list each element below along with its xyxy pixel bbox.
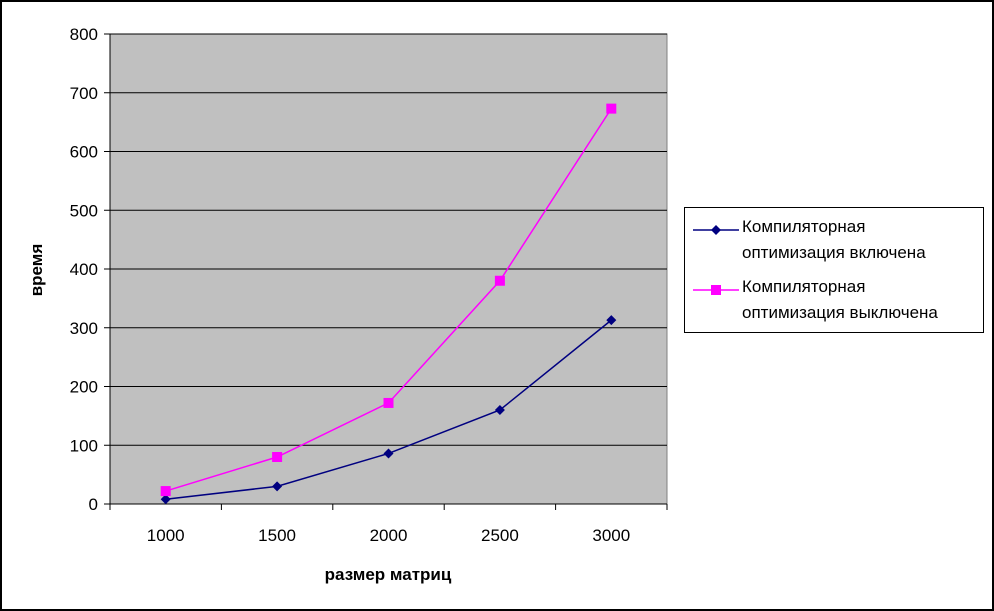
data-point-square [272,452,283,462]
y-tick-label: 300 [70,319,98,338]
data-point-square [383,397,394,408]
y-tick-label: 600 [70,143,98,162]
y-tick-label: 200 [70,378,98,397]
y-tick-label: 100 [70,436,98,455]
y-tick-label: 700 [70,84,98,103]
data-point-square [494,275,505,286]
legend-swatch-square-icon [693,285,739,295]
x-tick-label: 2000 [370,526,408,545]
legend-item-optimization-off: Компиляторная оптимизация выключена [685,274,983,328]
x-tick-label: 3000 [592,526,630,545]
legend-label-optimization-on: Компиляторная оптимизация включена [742,217,926,262]
y-tick-label: 400 [70,260,98,279]
legend-label-optimization-off: Компиляторная оптимизация выключена [742,277,938,322]
data-point-diamond [160,494,171,505]
data-point-diamond [272,481,283,492]
y-axis-title: время [27,244,46,297]
data-point-square [606,103,617,114]
y-tick-label: 0 [89,495,98,514]
legend-item-optimization-on: Компиляторная оптимизация включена [685,214,983,268]
x-tick-label: 2500 [481,526,519,545]
x-tick-label: 1000 [147,526,185,545]
x-axis-title: размер матриц [325,565,452,584]
legend-swatch-diamond-icon [693,225,739,235]
data-point-diamond [494,405,505,415]
data-point-diamond [383,448,394,459]
y-tick-label: 800 [70,25,98,44]
x-tick-label: 1500 [258,526,296,545]
data-point-square [160,486,171,497]
data-point-diamond [606,315,617,326]
y-tick-label: 500 [70,201,98,220]
legend: Компиляторная оптимизация включена Компи… [684,207,984,333]
